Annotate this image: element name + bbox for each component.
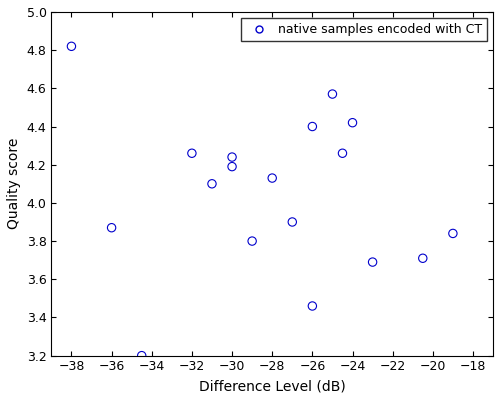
native samples encoded with CT xyxy=(449,230,457,237)
native samples encoded with CT xyxy=(138,352,145,359)
native samples encoded with CT xyxy=(228,154,236,160)
native samples encoded with CT xyxy=(338,150,346,156)
native samples encoded with CT xyxy=(419,255,427,262)
Y-axis label: Quality score: Quality score xyxy=(7,138,21,230)
native samples encoded with CT xyxy=(288,219,296,225)
native samples encoded with CT xyxy=(68,43,76,50)
X-axis label: Difference Level (dB): Difference Level (dB) xyxy=(199,379,346,393)
native samples encoded with CT xyxy=(328,91,336,97)
native samples encoded with CT xyxy=(248,238,256,244)
native samples encoded with CT xyxy=(348,120,356,126)
native samples encoded with CT xyxy=(228,164,236,170)
Legend: native samples encoded with CT: native samples encoded with CT xyxy=(242,18,487,41)
native samples encoded with CT xyxy=(308,303,316,309)
native samples encoded with CT xyxy=(308,123,316,130)
native samples encoded with CT xyxy=(208,180,216,187)
native samples encoded with CT xyxy=(188,150,196,156)
native samples encoded with CT xyxy=(268,175,276,181)
native samples encoded with CT xyxy=(108,224,116,231)
native samples encoded with CT xyxy=(368,259,376,265)
